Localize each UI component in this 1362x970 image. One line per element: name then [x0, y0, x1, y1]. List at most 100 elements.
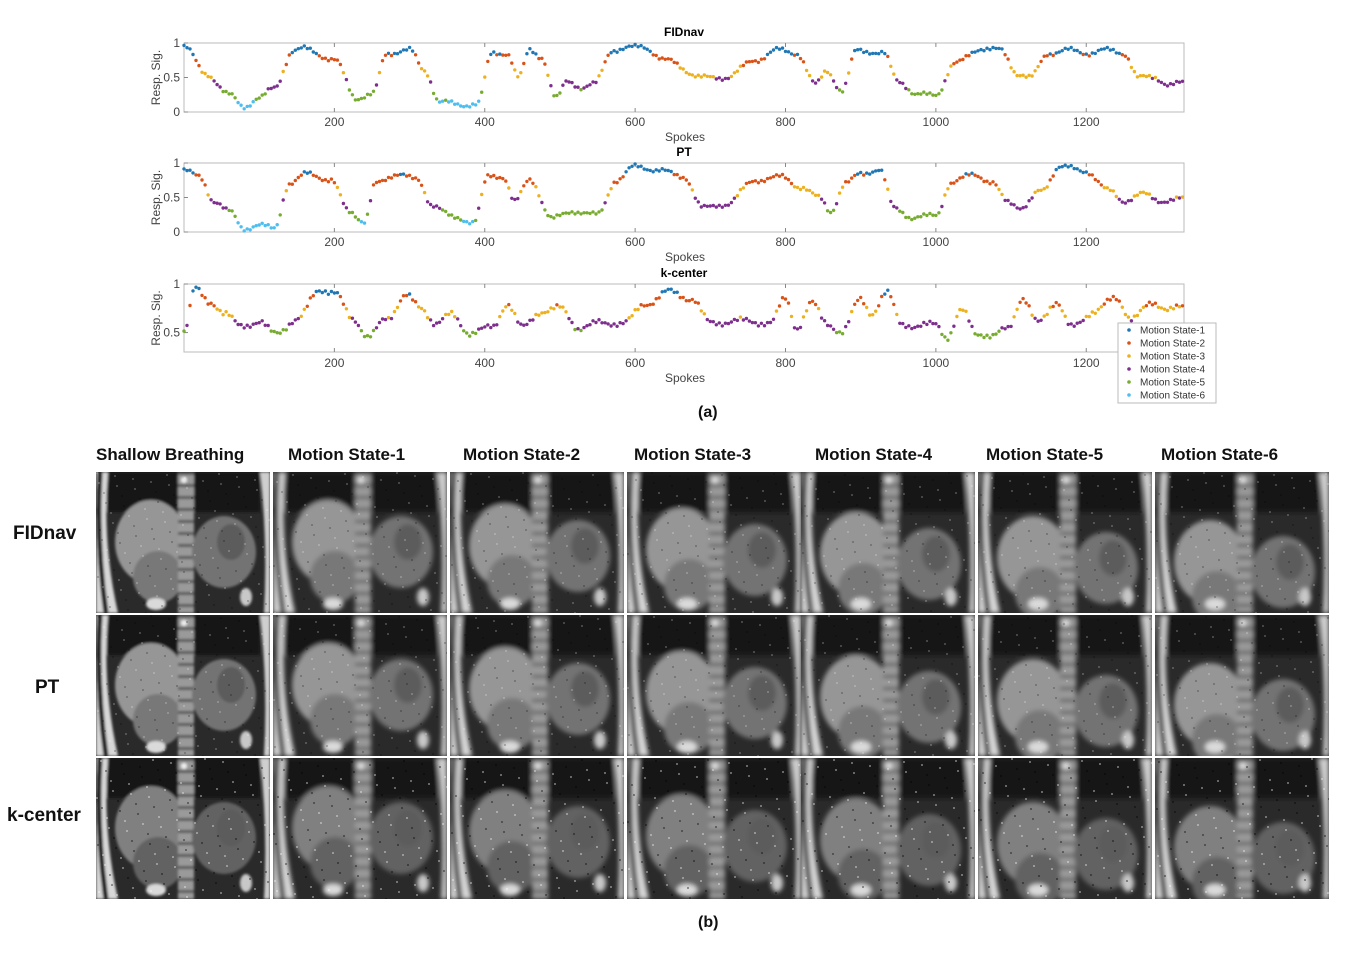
data-point [218, 202, 222, 206]
data-point [338, 294, 343, 299]
data-point [810, 79, 815, 83]
data-point [212, 79, 216, 83]
data-point [672, 172, 676, 177]
data-point [513, 197, 517, 202]
data-point [762, 179, 767, 184]
x-tick-label: 400 [475, 356, 495, 370]
data-point [591, 80, 595, 84]
data-point [934, 93, 938, 98]
data-point [1027, 73, 1031, 78]
data-point [991, 180, 995, 184]
data-point [377, 70, 382, 75]
data-point [844, 324, 848, 329]
data-point [516, 196, 520, 201]
data-point [1180, 304, 1185, 308]
data-point [582, 86, 586, 90]
data-point [242, 229, 246, 233]
data-point [1033, 316, 1037, 320]
data-point [576, 210, 580, 214]
data-point [230, 314, 234, 318]
data-point [711, 320, 715, 324]
data-point [431, 323, 436, 328]
data-point [678, 66, 682, 70]
data-point [844, 81, 848, 86]
data-point [750, 179, 755, 184]
data-point [1075, 48, 1079, 53]
data-point [1033, 190, 1037, 194]
mri-image-1-6 [978, 472, 1152, 613]
data-point [332, 181, 337, 185]
data-point [474, 103, 478, 107]
data-point [188, 168, 192, 172]
data-point [564, 211, 568, 215]
data-point [305, 304, 309, 308]
data-point [380, 59, 385, 63]
column-header-motion-state-4: Motion State-4 [815, 445, 933, 464]
data-point [922, 90, 926, 94]
data-point [549, 84, 553, 88]
data-point [269, 86, 273, 91]
data-point [287, 322, 291, 326]
data-point [368, 93, 373, 97]
data-point [453, 102, 457, 106]
data-point [660, 290, 664, 294]
x-axis-label: Spokes [665, 371, 705, 385]
data-point [480, 90, 484, 94]
data-point [489, 52, 493, 57]
data-point [317, 176, 321, 180]
data-point [1015, 73, 1019, 78]
data-point [991, 332, 995, 337]
data-point [840, 90, 845, 94]
data-point [531, 318, 535, 322]
data-point [777, 304, 782, 308]
data-point [1003, 198, 1007, 203]
data-point [600, 208, 604, 212]
data-point [440, 208, 445, 212]
legend-entry: Motion State-4 [1140, 365, 1205, 376]
data-point [347, 88, 352, 92]
data-point [871, 51, 875, 56]
mri-image-3-3 [450, 758, 624, 899]
data-point [1045, 185, 1049, 189]
data-point [242, 326, 246, 330]
data-point [350, 316, 355, 320]
data-point [762, 324, 767, 328]
data-point [639, 164, 643, 168]
data-point [786, 177, 791, 182]
data-point [257, 321, 261, 325]
data-point [383, 317, 388, 322]
data-point [1018, 74, 1022, 78]
data-point [627, 316, 631, 320]
data-point [624, 45, 628, 49]
data-point [831, 327, 836, 331]
data-point [1075, 321, 1079, 325]
data-point [892, 302, 896, 307]
data-point [964, 309, 968, 313]
data-point [801, 60, 806, 64]
data-point [762, 57, 767, 61]
mri-image-2-5 [801, 615, 975, 756]
data-point [371, 183, 376, 187]
data-point [459, 104, 463, 108]
data-point [669, 287, 673, 291]
data-point [967, 319, 971, 323]
chart-k-center: k-center 200 400 600 800 1000 1200 0.5 1 Spokes Re… [149, 266, 1185, 385]
data-point [979, 47, 983, 52]
data-point [783, 49, 788, 54]
data-point [765, 176, 770, 181]
data-point [591, 319, 595, 323]
x-tick-label: 200 [324, 115, 344, 129]
data-point [780, 296, 785, 300]
data-point [215, 82, 219, 87]
data-point [474, 218, 478, 223]
data-point [1153, 301, 1158, 305]
mri-image-2-6 [978, 615, 1152, 756]
data-point [657, 296, 661, 300]
mri-image-2-3 [450, 615, 624, 756]
data-point [194, 285, 198, 289]
data-point [726, 76, 731, 81]
data-point [988, 182, 992, 186]
data-point [191, 171, 195, 175]
data-point [1165, 84, 1170, 88]
data-point [949, 181, 953, 185]
